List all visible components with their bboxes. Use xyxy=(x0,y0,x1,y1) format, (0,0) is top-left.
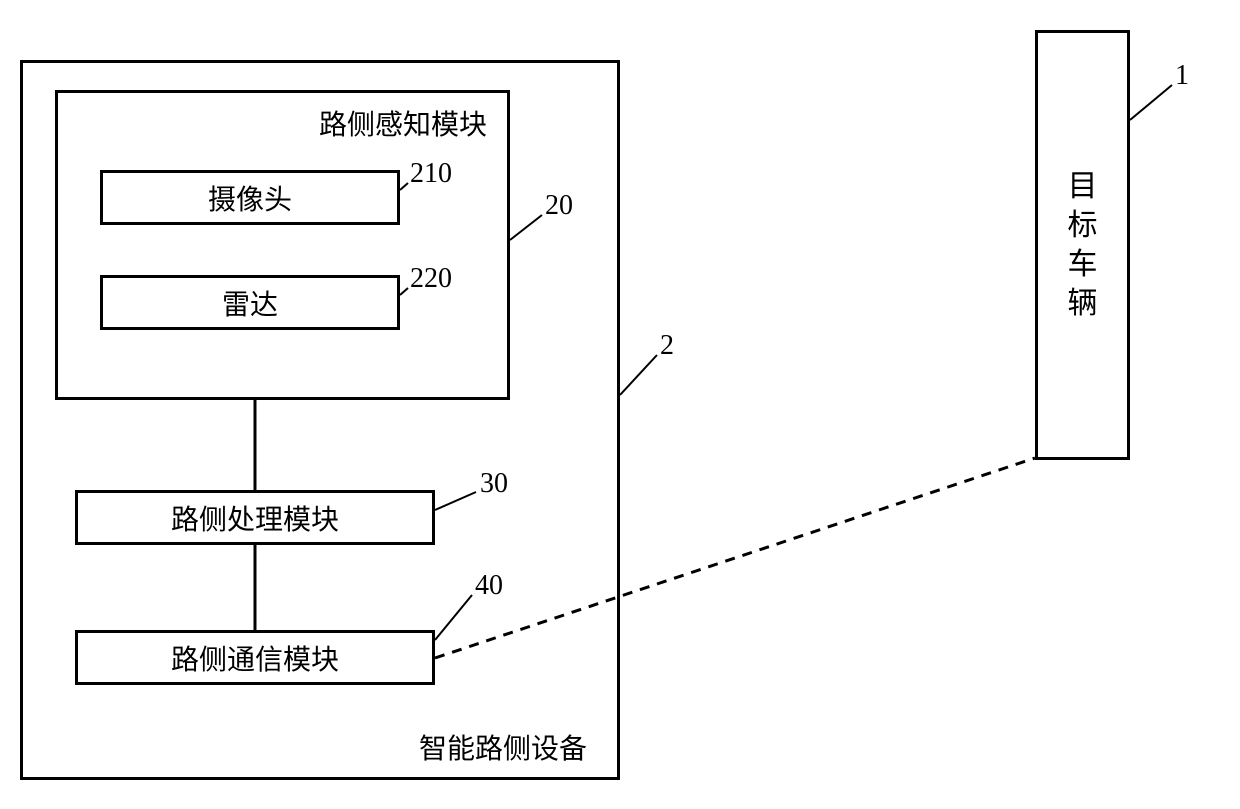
communication-label: 路侧通信模块 xyxy=(171,638,339,678)
perception-box: 路侧感知模块 xyxy=(55,90,510,400)
processing-box: 路侧处理模块 xyxy=(75,490,435,545)
ref-40: 40 xyxy=(475,570,503,602)
ref-20: 20 xyxy=(545,190,573,222)
ref-30: 30 xyxy=(480,468,508,500)
camera-box: 摄像头 xyxy=(100,170,400,225)
vehicle-box: 目标车辆 xyxy=(1035,30,1130,460)
communication-box: 路侧通信模块 xyxy=(75,630,435,685)
ref-210: 210 xyxy=(410,158,452,190)
radar-box: 雷达 xyxy=(100,275,400,330)
camera-label: 摄像头 xyxy=(208,178,292,218)
perception-label: 路侧感知模块 xyxy=(319,103,487,143)
device-label: 智能路侧设备 xyxy=(419,727,587,767)
radar-label: 雷达 xyxy=(222,283,278,323)
ref-220: 220 xyxy=(410,263,452,295)
ref-1: 1 xyxy=(1175,60,1189,92)
leader-device xyxy=(620,355,657,395)
processing-label: 路侧处理模块 xyxy=(171,498,339,538)
vehicle-label: 目标车辆 xyxy=(1065,167,1101,323)
ref-2: 2 xyxy=(660,330,674,362)
leader-vehicle xyxy=(1130,85,1172,120)
